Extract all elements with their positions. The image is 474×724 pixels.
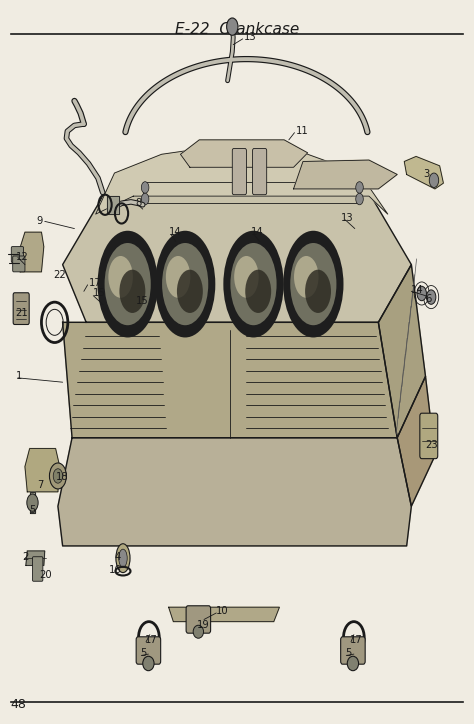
Text: 15: 15: [136, 295, 148, 306]
Ellipse shape: [105, 243, 151, 325]
Circle shape: [227, 18, 238, 35]
Polygon shape: [378, 265, 426, 438]
Text: 17: 17: [89, 278, 101, 287]
Text: 17: 17: [145, 635, 158, 644]
Ellipse shape: [245, 269, 271, 313]
Text: 13: 13: [244, 33, 257, 43]
Ellipse shape: [230, 243, 277, 325]
Text: 16: 16: [109, 565, 121, 575]
FancyBboxPatch shape: [253, 148, 267, 195]
FancyBboxPatch shape: [33, 557, 43, 581]
Text: 1: 1: [16, 371, 22, 382]
Circle shape: [356, 182, 363, 193]
FancyBboxPatch shape: [186, 606, 210, 634]
Polygon shape: [63, 149, 411, 322]
Text: 19: 19: [197, 620, 210, 631]
Text: 11: 11: [296, 126, 309, 136]
Ellipse shape: [116, 544, 130, 573]
Polygon shape: [404, 156, 443, 189]
Text: 4: 4: [115, 552, 121, 562]
Polygon shape: [96, 143, 388, 214]
Ellipse shape: [166, 256, 191, 298]
Text: 3: 3: [423, 169, 429, 180]
Text: 17: 17: [350, 635, 363, 644]
Text: 14: 14: [411, 285, 424, 295]
Ellipse shape: [347, 656, 358, 670]
Circle shape: [141, 193, 149, 205]
FancyBboxPatch shape: [420, 413, 438, 458]
Circle shape: [429, 173, 438, 188]
Circle shape: [27, 494, 38, 511]
Polygon shape: [19, 232, 44, 272]
Polygon shape: [181, 140, 308, 167]
Ellipse shape: [119, 269, 146, 313]
Text: 8: 8: [136, 198, 142, 209]
Circle shape: [49, 463, 66, 489]
Ellipse shape: [155, 231, 215, 337]
Ellipse shape: [162, 243, 208, 325]
Text: 22: 22: [53, 271, 66, 280]
Polygon shape: [108, 196, 119, 214]
FancyBboxPatch shape: [232, 148, 246, 195]
FancyBboxPatch shape: [13, 256, 25, 272]
Polygon shape: [25, 449, 59, 492]
Circle shape: [141, 182, 149, 193]
Ellipse shape: [223, 231, 283, 337]
Text: 48: 48: [11, 698, 27, 711]
Polygon shape: [30, 492, 36, 513]
Polygon shape: [397, 376, 435, 506]
Ellipse shape: [234, 256, 259, 298]
Text: 5: 5: [140, 649, 147, 658]
Ellipse shape: [294, 256, 319, 298]
FancyBboxPatch shape: [11, 247, 24, 263]
Ellipse shape: [290, 243, 337, 325]
Ellipse shape: [193, 626, 203, 639]
Polygon shape: [58, 438, 411, 546]
Polygon shape: [293, 160, 397, 189]
Ellipse shape: [283, 231, 344, 337]
Circle shape: [356, 193, 363, 205]
Ellipse shape: [305, 269, 331, 313]
Circle shape: [427, 290, 436, 304]
Polygon shape: [63, 322, 397, 438]
Circle shape: [417, 286, 427, 300]
Ellipse shape: [109, 256, 133, 298]
FancyBboxPatch shape: [341, 637, 365, 664]
Text: 2: 2: [23, 552, 29, 562]
Text: 12: 12: [16, 253, 28, 262]
FancyBboxPatch shape: [13, 292, 29, 324]
Ellipse shape: [118, 550, 127, 567]
Text: 18: 18: [55, 472, 68, 482]
Text: 9: 9: [36, 216, 43, 227]
Text: 7: 7: [36, 479, 43, 489]
Text: 5: 5: [30, 505, 36, 515]
Text: 14: 14: [251, 227, 264, 237]
Text: 10: 10: [216, 606, 228, 616]
Text: E-22  Crankcase: E-22 Crankcase: [175, 22, 299, 37]
Text: 21: 21: [16, 308, 28, 318]
Circle shape: [53, 468, 63, 483]
Text: 5: 5: [346, 649, 352, 658]
Text: 14: 14: [169, 227, 181, 237]
Text: 20: 20: [39, 570, 52, 580]
Polygon shape: [26, 551, 45, 565]
Ellipse shape: [143, 656, 154, 670]
FancyBboxPatch shape: [136, 637, 161, 664]
Text: 6: 6: [426, 293, 432, 303]
Polygon shape: [169, 607, 279, 622]
Text: 15: 15: [93, 288, 106, 298]
Text: 23: 23: [426, 440, 438, 450]
Text: 13: 13: [341, 213, 353, 223]
Ellipse shape: [177, 269, 203, 313]
Ellipse shape: [98, 231, 158, 337]
